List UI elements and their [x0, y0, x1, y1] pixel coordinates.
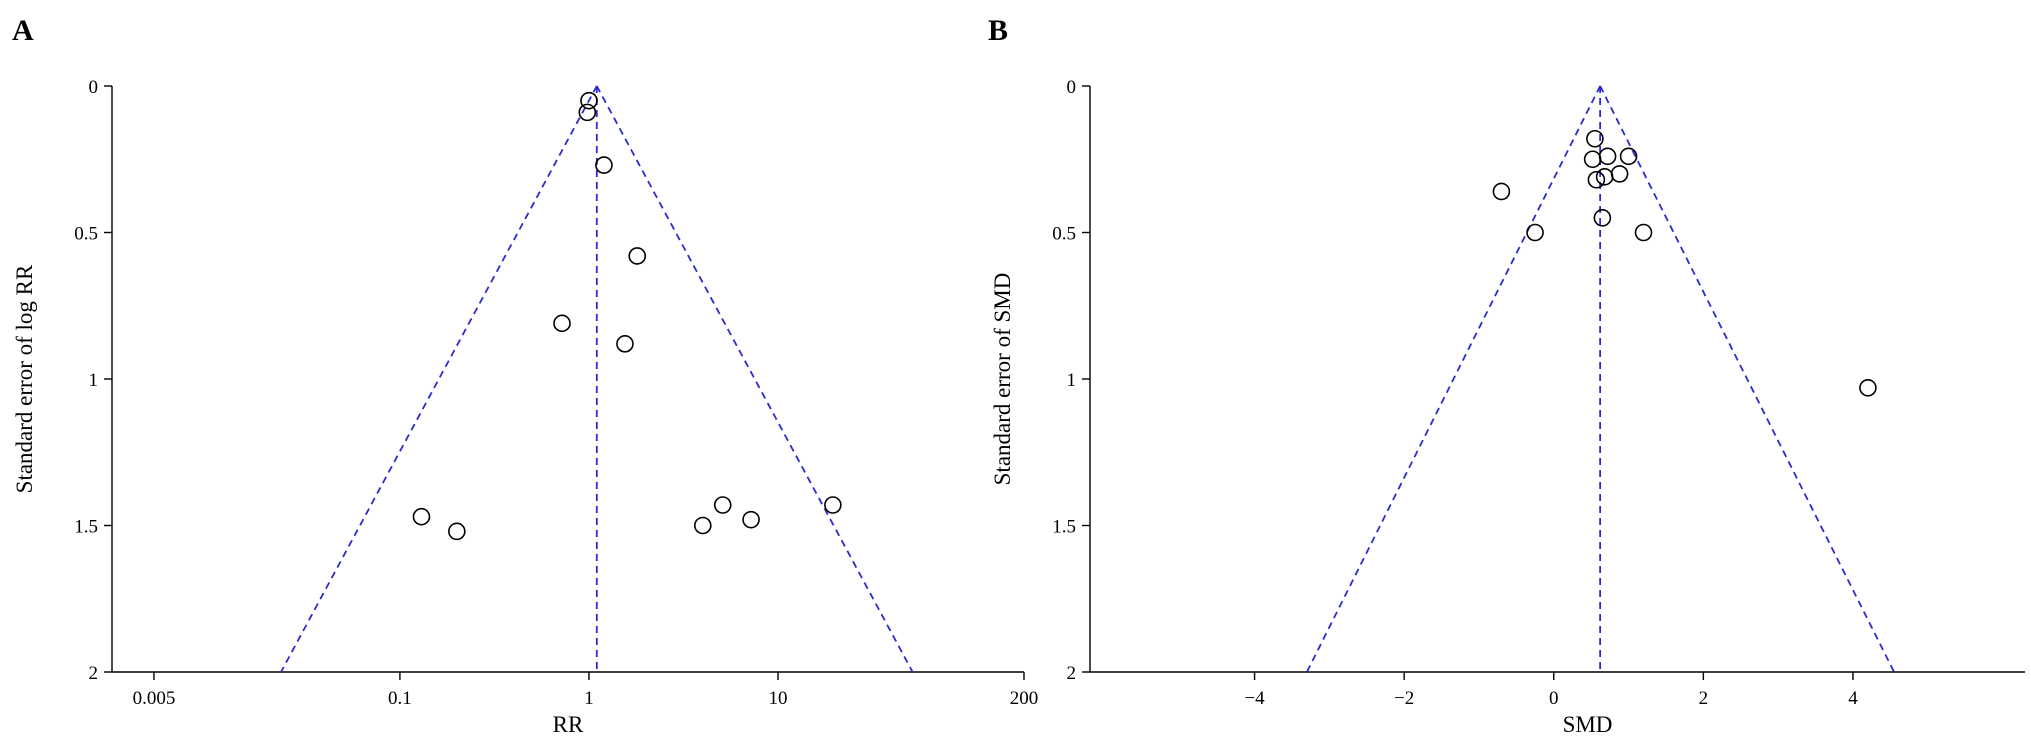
study-point [1526, 223, 1544, 242]
study-point [578, 103, 597, 122]
study-point [1593, 209, 1612, 227]
study-point [553, 314, 571, 333]
x-tick-label: 0.1 [388, 688, 412, 709]
funnel-right-boundary [1599, 85, 1895, 673]
study-point [412, 507, 431, 526]
study-point [1587, 170, 1606, 189]
study-point [1583, 150, 1602, 169]
x-tick-label: 200 [1010, 688, 1039, 709]
y-tick-label: 0.5 [1052, 224, 1076, 245]
funnel-left-boundary [280, 85, 598, 673]
study-point [580, 91, 598, 110]
y-tick-label: 1.5 [1052, 517, 1076, 538]
x-tick-label: −4 [1244, 688, 1265, 709]
study-point [1859, 378, 1877, 397]
y-axis-title: Standard error of log RR [12, 264, 37, 493]
y-tick-label: 2 [89, 663, 99, 684]
panel-b-funnel-plot: B 0 0.5 1 1.5 2 −4 −2 0 2 4 SMD Standard error of SM… [988, 14, 2025, 737]
y-tick-label: 1 [1067, 370, 1077, 391]
x-tick-label: 2 [1699, 688, 1709, 709]
y-axis-title: Standard error of SMD [990, 273, 1015, 486]
study-point [1595, 168, 1614, 186]
y-tick-label: 1 [89, 370, 99, 391]
x-tick-label: 10 [769, 688, 788, 709]
funnel-right-boundary [596, 85, 914, 673]
x-tick-label: 0 [1549, 688, 1559, 709]
study-point [1610, 165, 1629, 183]
study-point [1634, 223, 1653, 242]
x-tick-label: 0.005 [133, 688, 176, 709]
study-point [628, 247, 647, 265]
study-point [713, 496, 732, 514]
funnel-left-boundary [1306, 85, 1601, 673]
study-point [616, 335, 634, 353]
panel-a-funnel-plot: A 0 0.5 1 1.5 2 0.005 0.1 1 10 200 RR Standard error… [12, 14, 1038, 737]
x-axis-title: SMD [1563, 712, 1613, 737]
panel-label: A [12, 14, 34, 47]
x-tick-label: −2 [1394, 688, 1414, 709]
study-point [693, 516, 712, 535]
y-tick-label: 0 [89, 77, 99, 98]
x-axis-title: RR [553, 712, 584, 737]
x-tick-label: 1 [584, 688, 594, 709]
study-point [448, 522, 466, 541]
study-point [1492, 182, 1511, 201]
y-tick-label: 0.5 [74, 224, 98, 245]
study-point [1586, 129, 1604, 148]
x-tick-label: 4 [1848, 688, 1858, 709]
study-point [1619, 147, 1638, 166]
y-tick-label: 1.5 [74, 517, 98, 538]
study-point [742, 510, 760, 529]
y-tick-label: 0 [1067, 77, 1077, 98]
y-tick-label: 2 [1067, 663, 1077, 684]
panel-label: B [988, 14, 1008, 47]
study-point [1598, 147, 1617, 166]
study-point [824, 496, 842, 514]
study-point [595, 156, 613, 174]
